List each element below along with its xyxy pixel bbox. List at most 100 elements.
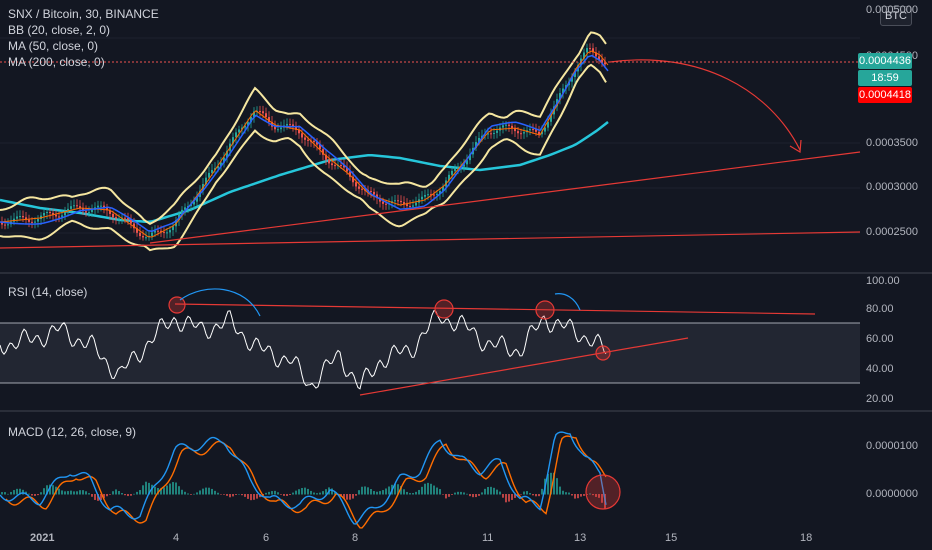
macd-histogram-bar (7, 493, 9, 495)
macd-histogram-bar (145, 481, 147, 495)
candle-body (58, 216, 60, 218)
candle-body (238, 129, 240, 133)
macd-histogram-bar (67, 491, 69, 495)
macd-histogram-bar (181, 489, 183, 495)
macd-histogram-bar (157, 488, 159, 495)
macd-histogram-bar (163, 487, 165, 495)
candle-body (217, 166, 219, 169)
candle-body (412, 205, 414, 207)
candle-body (118, 218, 120, 220)
macd-axis-label: 0.0000100 (866, 440, 918, 452)
ma50-legend[interactable]: MA (50, close, 0) (8, 39, 99, 53)
macd-pane[interactable] (0, 431, 621, 529)
candle-body (88, 211, 90, 213)
candle-body (4, 224, 6, 226)
candle-body (463, 164, 465, 167)
macd-histogram-bar (265, 492, 267, 495)
symbol-title[interactable]: SNX / Bitcoin, 30, BINANCE (8, 7, 159, 21)
candle-body (589, 48, 591, 50)
candle-body (487, 133, 489, 135)
candle-body (115, 217, 117, 219)
candle-body (340, 164, 342, 166)
macd-line (0, 431, 607, 525)
macd-histogram-bar (112, 491, 114, 495)
candle-body (433, 194, 435, 196)
rsi-pane[interactable] (0, 288, 860, 396)
candle-body (442, 186, 444, 191)
candle-body (79, 206, 81, 209)
pane-separator-macd[interactable] (0, 410, 932, 412)
price-axis-label: 0.0002500 (866, 226, 918, 238)
candle-body (436, 193, 438, 195)
candle-body (562, 88, 564, 94)
candle-body (169, 230, 171, 233)
rsi-arc-2 (554, 293, 581, 311)
macd-axis-label: 0.0000000 (866, 488, 918, 500)
macd-histogram-bar (37, 494, 39, 496)
time-axis-label: 2021 (30, 532, 55, 544)
macd-histogram-bar (301, 488, 303, 495)
ma200-line (0, 121, 609, 224)
macd-histogram-bar (553, 472, 555, 495)
macd-histogram-bar (274, 490, 276, 495)
price-pane[interactable] (0, 31, 861, 252)
candle-body (151, 232, 153, 237)
price-axis-label: 0.0003500 (866, 137, 918, 149)
macd-histogram-bar (175, 482, 177, 495)
candle-body (109, 210, 111, 214)
macd-histogram-bar (331, 488, 333, 495)
currency-button[interactable]: BTC (880, 6, 912, 26)
macd-histogram-bar (10, 491, 12, 495)
candle-body (184, 207, 186, 210)
time-axis-label: 11 (482, 532, 494, 544)
candle-body (376, 194, 378, 199)
macd-histogram-bar (478, 494, 480, 496)
candle-body (97, 205, 99, 208)
candle-body (448, 174, 450, 181)
macd-histogram-bar (91, 494, 93, 497)
macd-histogram-bar (436, 487, 438, 495)
macd-histogram-bar (82, 490, 84, 495)
candle-body (409, 206, 411, 208)
trendline-upper (149, 151, 861, 244)
pane-separator-rsi[interactable] (0, 272, 932, 274)
macd-histogram-bar (454, 492, 456, 495)
candle-body (100, 205, 102, 207)
macd-histogram-bar (550, 472, 552, 495)
macd-histogram-bar (379, 491, 381, 495)
macd-legend[interactable]: MACD (12, 26, close, 9) (8, 425, 137, 439)
macd-histogram-bar (103, 494, 105, 499)
candle-body (64, 212, 66, 216)
candle-body (301, 133, 303, 138)
candle-body (136, 228, 138, 233)
price-legend: SNX / Bitcoin, 30, BINANCE BB (20, close… (8, 6, 159, 70)
macd-histogram-bar (250, 494, 252, 501)
candle-body (214, 168, 216, 170)
macd-histogram-bar (580, 494, 582, 497)
rsi-peak-marker-1 (168, 296, 186, 314)
bb-legend[interactable]: BB (20, close, 2, 0) (8, 23, 111, 37)
macd-histogram-bar (523, 491, 525, 495)
macd-histogram-bar (598, 494, 600, 498)
macd-histogram-bar (85, 491, 87, 495)
macd-histogram-bar (334, 491, 336, 495)
candle-body (352, 176, 354, 183)
macd-histogram-bar (13, 490, 15, 495)
macd-histogram-bar (358, 490, 360, 495)
macd-histogram-bar (556, 478, 558, 495)
macd-histogram-bar (427, 482, 429, 495)
macd-histogram-bar (289, 494, 291, 495)
macd-histogram-bar (394, 483, 396, 495)
macd-histogram-bar (382, 490, 384, 495)
ma200-legend[interactable]: MA (200, close, 0) (8, 55, 105, 69)
macd-histogram-bar (154, 486, 156, 495)
candle-body (304, 137, 306, 140)
macd-histogram-bar (316, 493, 318, 495)
macd-histogram-bar (412, 493, 414, 495)
candle-body (583, 52, 585, 59)
candle-body (289, 124, 291, 126)
macd-histogram-bar (403, 489, 405, 495)
rsi-legend[interactable]: RSI (14, close) (8, 285, 88, 299)
macd-histogram-bar (355, 494, 357, 496)
